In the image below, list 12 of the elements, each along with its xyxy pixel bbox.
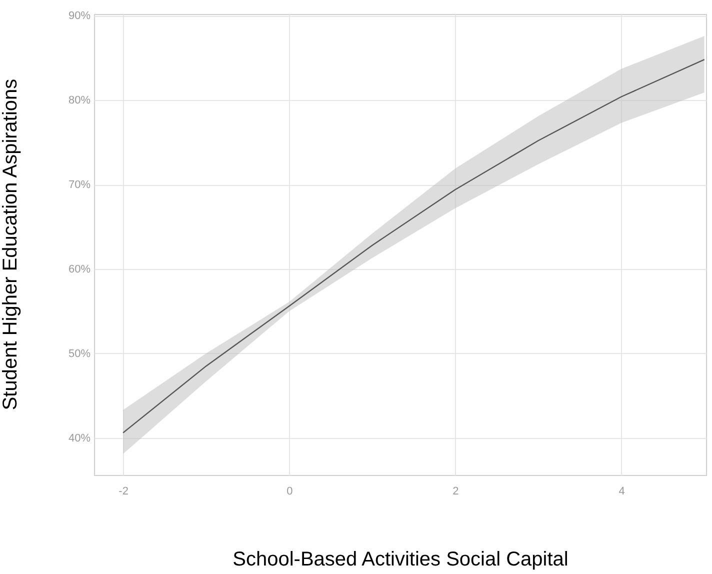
- y-tick-label: 50%: [68, 348, 91, 360]
- y-tick-label: 80%: [68, 94, 91, 107]
- x-tick-label: -2: [118, 486, 128, 498]
- x-tick-label: 0: [286, 486, 293, 498]
- y-tick-label: 90%: [68, 10, 91, 22]
- y-axis-title: Student Higher Education Aspirations: [0, 78, 22, 410]
- y-tick-label: 40%: [68, 432, 91, 444]
- x-tick-label: 4: [618, 486, 625, 498]
- y-tick-label: 60%: [68, 263, 91, 276]
- y-tick-label: 70%: [68, 179, 91, 192]
- x-tick-label: 2: [452, 486, 459, 498]
- x-axis-title: School-Based Activities Social Capital: [232, 548, 568, 570]
